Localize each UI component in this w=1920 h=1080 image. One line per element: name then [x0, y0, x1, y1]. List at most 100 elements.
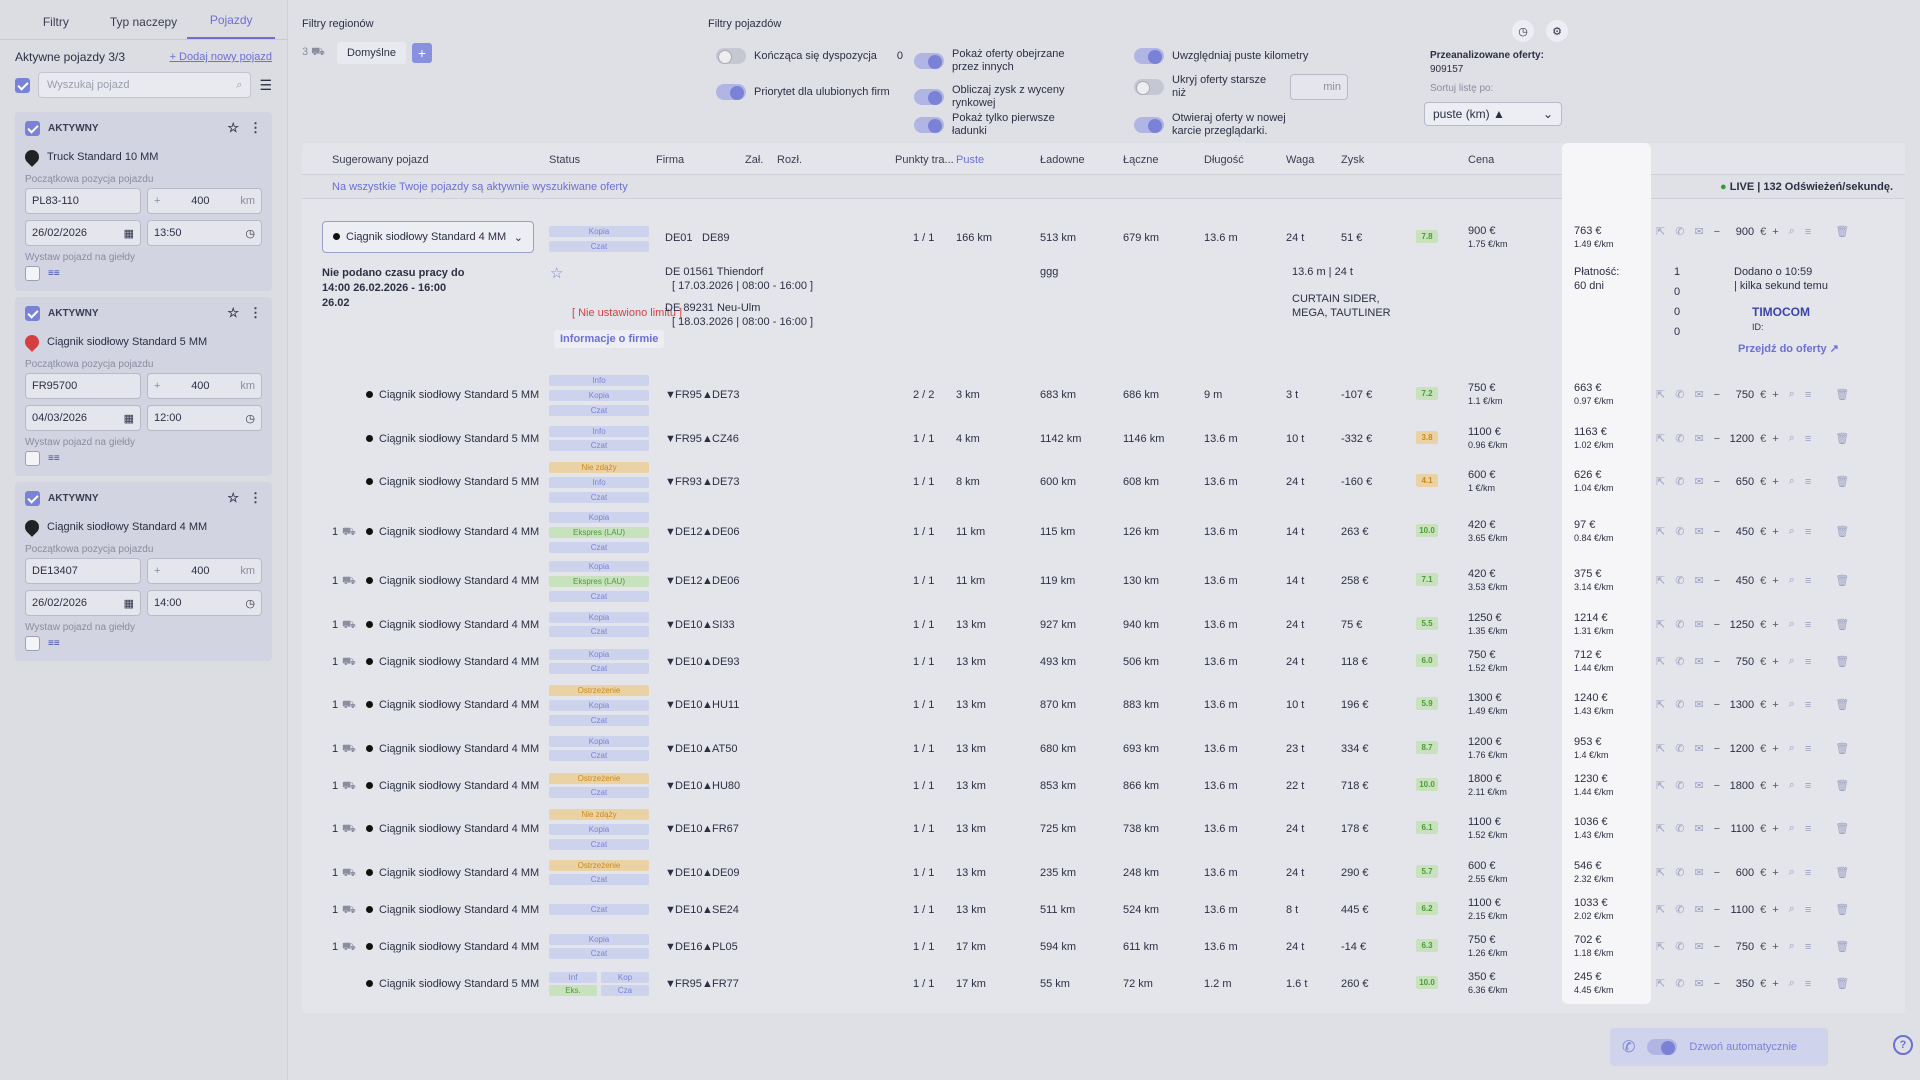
- phone-icon[interactable]: ✆: [1675, 780, 1685, 792]
- date-input[interactable]: 26/02/2026 ▦: [25, 590, 141, 616]
- share-icon[interactable]: ⇱: [1656, 743, 1666, 755]
- column-header[interactable]: Firma: [656, 154, 685, 166]
- price-stepper[interactable]: −1100 € +: [1714, 904, 1779, 916]
- go-to-offer-link[interactable]: Przejdź do oferty ↗: [1738, 343, 1839, 355]
- search-icon[interactable]: ⌕: [1788, 432, 1795, 444]
- column-header[interactable]: Status: [549, 154, 581, 166]
- phone-icon[interactable]: ✆: [1675, 226, 1685, 238]
- mail-icon[interactable]: ✉: [1694, 526, 1704, 538]
- trash-icon[interactable]: 🗑: [1835, 941, 1850, 953]
- trash-icon[interactable]: 🗑: [1835, 433, 1850, 445]
- filter-toggle[interactable]: [1134, 117, 1164, 133]
- time-input[interactable]: 12:00 ◷: [146, 405, 262, 431]
- minus-icon[interactable]: −: [1713, 940, 1721, 953]
- search-icon[interactable]: ⌕: [1788, 475, 1795, 487]
- table-row[interactable]: 1 ⛟ Ciągnik siodłowy Standard 4 MM Ostrzeże…: [302, 766, 1905, 806]
- trash-icon[interactable]: 🗑: [1835, 867, 1850, 879]
- share-icon[interactable]: ⇱: [1656, 904, 1666, 916]
- price-stepper[interactable]: −1250 € +: [1714, 619, 1779, 631]
- phone-icon[interactable]: ✆: [1675, 389, 1685, 401]
- list-icon[interactable]: ≡: [1804, 866, 1812, 879]
- table-row[interactable]: Ciągnik siodłowy Standard 5 MM Inf Kop Eks.…: [302, 964, 1905, 1004]
- list-icon[interactable]: ≡: [1804, 977, 1812, 990]
- price-stepper[interactable]: −1300 € +: [1714, 699, 1779, 711]
- column-header[interactable]: Puste: [956, 154, 985, 166]
- select-all-checkbox[interactable]: [15, 77, 30, 93]
- mail-icon[interactable]: ✉: [1694, 389, 1704, 401]
- mail-icon[interactable]: ✉: [1694, 476, 1704, 488]
- mail-icon[interactable]: ✉: [1694, 433, 1704, 445]
- exchange-checkbox[interactable]: [25, 451, 40, 466]
- price-stepper[interactable]: −1800 € +: [1714, 780, 1779, 792]
- price-stepper[interactable]: − 450 € +: [1714, 575, 1779, 587]
- star-icon[interactable]: ☆: [227, 305, 239, 320]
- mail-icon[interactable]: ✉: [1694, 780, 1704, 792]
- phone-icon[interactable]: ✆: [1675, 656, 1685, 668]
- table-row[interactable]: 1 ⛟ Ciągnik siodłowy Standard 4 MM Kopia Cza…: [302, 927, 1905, 967]
- minus-icon[interactable]: −: [1713, 225, 1721, 238]
- share-icon[interactable]: ⇱: [1656, 389, 1666, 401]
- price-stepper[interactable]: − 750 € +: [1714, 656, 1779, 668]
- search-icon[interactable]: ⌕: [1788, 977, 1795, 989]
- search-icon[interactable]: ⌕: [1788, 225, 1795, 237]
- column-header[interactable]: Łączne: [1123, 154, 1159, 166]
- minus-icon[interactable]: −: [1713, 432, 1721, 445]
- plus-icon[interactable]: +: [1772, 866, 1779, 879]
- settings-icon[interactable]: ⚙: [1546, 20, 1568, 42]
- mail-icon[interactable]: ✉: [1694, 867, 1704, 879]
- company-info-button[interactable]: Informacje o firmie: [554, 330, 665, 348]
- mail-icon[interactable]: ✉: [1694, 575, 1704, 587]
- plus-icon[interactable]: +: [1772, 698, 1779, 711]
- radius-input[interactable]: +400 km: [146, 558, 262, 584]
- search-icon[interactable]: ⌕: [1788, 779, 1795, 791]
- search-icon[interactable]: ⌕: [1788, 742, 1795, 754]
- price-stepper[interactable]: −1200 € +: [1714, 433, 1779, 445]
- share-icon[interactable]: ⇱: [1656, 823, 1666, 835]
- minus-icon[interactable]: −: [1713, 866, 1721, 879]
- price-stepper[interactable]: −1100 € +: [1714, 823, 1779, 835]
- minus-icon[interactable]: −: [1713, 655, 1721, 668]
- table-row[interactable]: 1 ⛟ Ciągnik siodłowy Standard 4 MM Kopia Eks…: [302, 561, 1905, 602]
- list-icon[interactable]: ≡: [1804, 525, 1812, 538]
- minus-icon[interactable]: −: [1713, 388, 1721, 401]
- plate-input[interactable]: PL83-110: [25, 188, 141, 214]
- default-region-button[interactable]: Domyślne: [337, 42, 406, 64]
- mail-icon[interactable]: ✉: [1694, 978, 1704, 990]
- sort-icon[interactable]: ☰: [259, 76, 272, 93]
- vehicle-checkbox[interactable]: [25, 305, 40, 321]
- price-stepper[interactable]: − 750 € +: [1714, 941, 1779, 953]
- search-icon[interactable]: ⌕: [1788, 698, 1795, 710]
- phone-icon[interactable]: ✆: [1675, 575, 1685, 587]
- plus-icon[interactable]: +: [1772, 903, 1779, 916]
- trash-icon[interactable]: 🗑: [1835, 476, 1850, 488]
- minus-icon[interactable]: −: [1713, 822, 1721, 835]
- plus-icon[interactable]: +: [1772, 475, 1779, 488]
- more-icon[interactable]: ⋮: [249, 490, 262, 505]
- phone-icon[interactable]: ✆: [1675, 941, 1685, 953]
- plus-icon[interactable]: +: [1772, 977, 1779, 990]
- mail-icon[interactable]: ✉: [1694, 699, 1704, 711]
- price-stepper[interactable]: − 650 € +: [1714, 476, 1779, 488]
- time-input[interactable]: 14:00 ◷: [146, 590, 262, 616]
- price-stepper[interactable]: − 450 € +: [1714, 526, 1779, 538]
- trash-icon[interactable]: 🗑: [1835, 743, 1850, 755]
- table-row[interactable]: 1 ⛟ Ciągnik siodłowy Standard 4 MM Kopia Cza…: [302, 729, 1905, 769]
- table-row[interactable]: Ciągnik siodłowy Standard 5 MM Info Czat FR…: [302, 419, 1905, 459]
- add-region-button[interactable]: +: [411, 43, 432, 63]
- trash-icon[interactable]: 🗑: [1835, 699, 1850, 711]
- list-icon[interactable]: ≡: [1804, 822, 1812, 835]
- plus-icon[interactable]: +: [1772, 742, 1779, 755]
- tab-trailer-type[interactable]: Typ naczepy: [109, 15, 178, 29]
- mail-icon[interactable]: ✉: [1694, 619, 1704, 631]
- vehicle-select[interactable]: Ciągnik siodłowy Standard 4 MM ⌄: [322, 221, 534, 253]
- phone-icon[interactable]: ✆: [1675, 743, 1685, 755]
- radius-input[interactable]: +400 km: [146, 373, 262, 399]
- phone-icon[interactable]: ✆: [1675, 476, 1685, 488]
- filter-toggle[interactable]: [914, 89, 944, 105]
- filter-toggle[interactable]: [716, 84, 746, 100]
- auto-call-toggle[interactable]: [1647, 1039, 1678, 1055]
- search-icon[interactable]: ⌕: [1788, 525, 1795, 537]
- share-icon[interactable]: ⇱: [1656, 619, 1666, 631]
- minus-icon[interactable]: −: [1713, 475, 1721, 488]
- list-icon[interactable]: ≡: [1804, 655, 1812, 668]
